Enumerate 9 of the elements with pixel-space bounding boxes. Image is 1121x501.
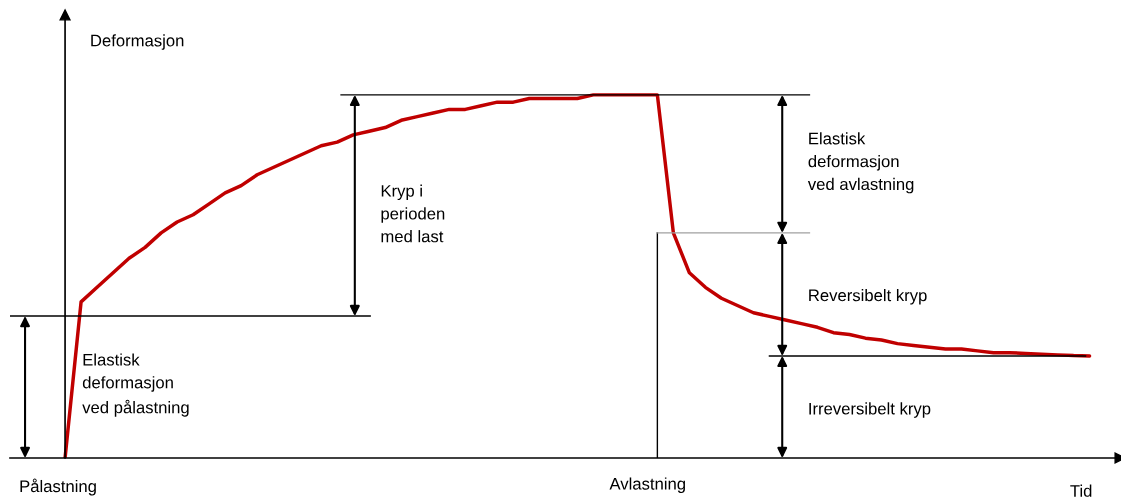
text: Avlastning [609,477,685,493]
annotation: Elastisk deformasjon ved pålastning [82,353,189,417]
x-axis-title: Tid [1070,484,1092,497]
text: Pålastning [20,478,96,496]
annotation: Elastisk deformasjon ved avlastning [807,132,914,194]
annotation: Irreversibelt kryp [809,402,931,418]
annotation: Reversibelt kryp [809,289,927,305]
annotation: Kryp i perioden med last [381,184,445,243]
y-axis-title: Deformasjon [91,34,184,50]
